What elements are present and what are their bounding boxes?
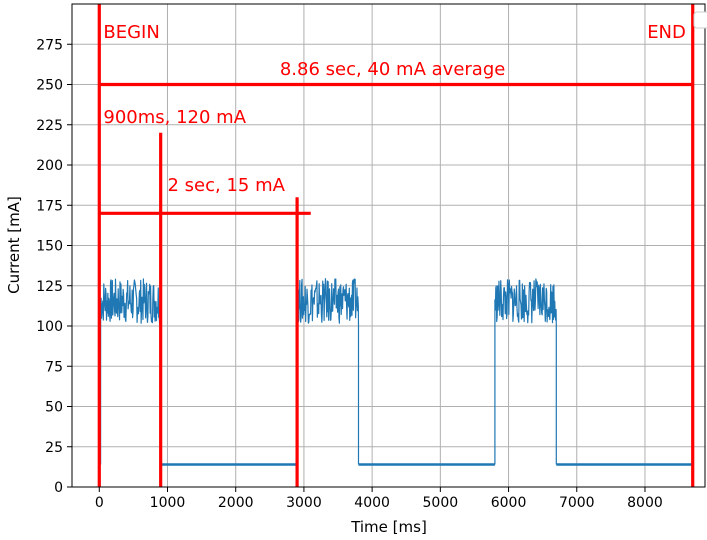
x-axis-title: Time [ms] <box>350 518 427 536</box>
y-tick-label: 75 <box>45 359 63 375</box>
y-tick-label: 275 <box>36 37 63 53</box>
y-tick-label: 250 <box>36 78 63 94</box>
y-tick-label: 175 <box>36 198 63 214</box>
x-tick-label: 6000 <box>491 495 527 511</box>
legend <box>693 11 707 29</box>
legend-box <box>693 11 707 29</box>
y-tick-label: 150 <box>36 239 63 255</box>
axes: 0 1000 2000 3000 4000 5000 6000 7000 8000 0 25 50 75… <box>36 3 706 511</box>
y-tick-label: 50 <box>45 400 63 416</box>
y-tick-label: 0 <box>54 480 63 496</box>
x-tick-label: 4000 <box>354 495 390 511</box>
series-current <box>100 278 693 466</box>
annotation-label: END <box>647 22 686 43</box>
x-tick-label: 5000 <box>423 495 459 511</box>
x-tick-label: 7000 <box>559 495 595 511</box>
y-tick-label: 25 <box>45 440 63 456</box>
y-axis-title: Current [mA] <box>5 196 23 294</box>
x-tick-label: 3000 <box>286 495 322 511</box>
x-tick-label: 0 <box>95 495 104 511</box>
y-tick-label: 200 <box>36 158 63 174</box>
annotation-label: 2 sec, 15 mA <box>167 175 285 196</box>
y-tick-label: 225 <box>36 118 63 134</box>
annotation-label: 900ms, 120 mA <box>103 107 246 128</box>
x-tick-label: 1000 <box>150 495 186 511</box>
x-tick-label: 8000 <box>627 495 663 511</box>
annotation-label: BEGIN <box>103 22 159 43</box>
y-tick-label: 100 <box>36 319 63 335</box>
y-tick-label: 125 <box>36 279 63 295</box>
annotations <box>97 4 695 487</box>
series-bursts <box>100 278 557 465</box>
x-tick-label: 2000 <box>218 495 254 511</box>
annotation-label: 8.86 sec, 40 mA average <box>280 59 505 80</box>
